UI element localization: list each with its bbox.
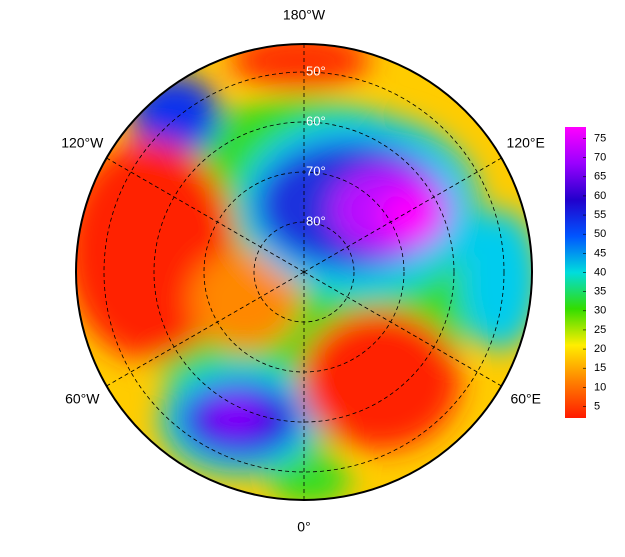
meridian <box>106 271 305 387</box>
colorbar-tick-label: 20 <box>594 343 606 355</box>
colorbar-tick-label: 15 <box>594 362 606 374</box>
colorbar-tick-label: 55 <box>594 209 606 221</box>
colorbar-tick-label: 30 <box>594 305 606 317</box>
latitude-label: 70° <box>306 163 326 178</box>
colorbar-tick-label: 35 <box>594 286 606 298</box>
colorbar-tick-label: 10 <box>594 381 606 393</box>
parallel <box>153 121 455 423</box>
longitude-label: 60°E <box>510 391 541 407</box>
map-border <box>75 43 533 501</box>
longitude-label: 0° <box>297 519 310 535</box>
field <box>76 44 532 500</box>
latitude-label: 60° <box>306 113 326 128</box>
colorbar-tick-label: 50 <box>594 228 606 240</box>
latitude-label: 50° <box>306 63 326 78</box>
colorbar-tick-label: 70 <box>594 152 606 164</box>
colorbar <box>565 127 586 418</box>
colorbar-tick-label: 5 <box>594 400 600 412</box>
meridian <box>303 157 502 273</box>
parallel <box>203 171 405 373</box>
parallel <box>103 71 505 473</box>
colorbar-tick-label: 60 <box>594 190 606 202</box>
longitude-label: 180°W <box>283 7 326 23</box>
field-blobs <box>76 44 532 500</box>
colorbar-tick-label: 45 <box>594 247 606 259</box>
latitude-label: 80° <box>306 213 326 228</box>
longitude-label: 120°W <box>61 135 104 151</box>
parallel <box>253 221 355 323</box>
colorbar-tick-label: 25 <box>594 324 606 336</box>
meridian <box>106 157 305 273</box>
colorbar-tick-label: 40 <box>594 266 606 278</box>
graticule <box>103 44 505 500</box>
meridian <box>303 271 502 387</box>
longitude-label: 60°W <box>65 391 100 407</box>
colorbar-tick-label: 75 <box>594 132 606 144</box>
longitude-label: 120°E <box>507 135 545 151</box>
colorbar-tick-label: 65 <box>594 171 606 183</box>
